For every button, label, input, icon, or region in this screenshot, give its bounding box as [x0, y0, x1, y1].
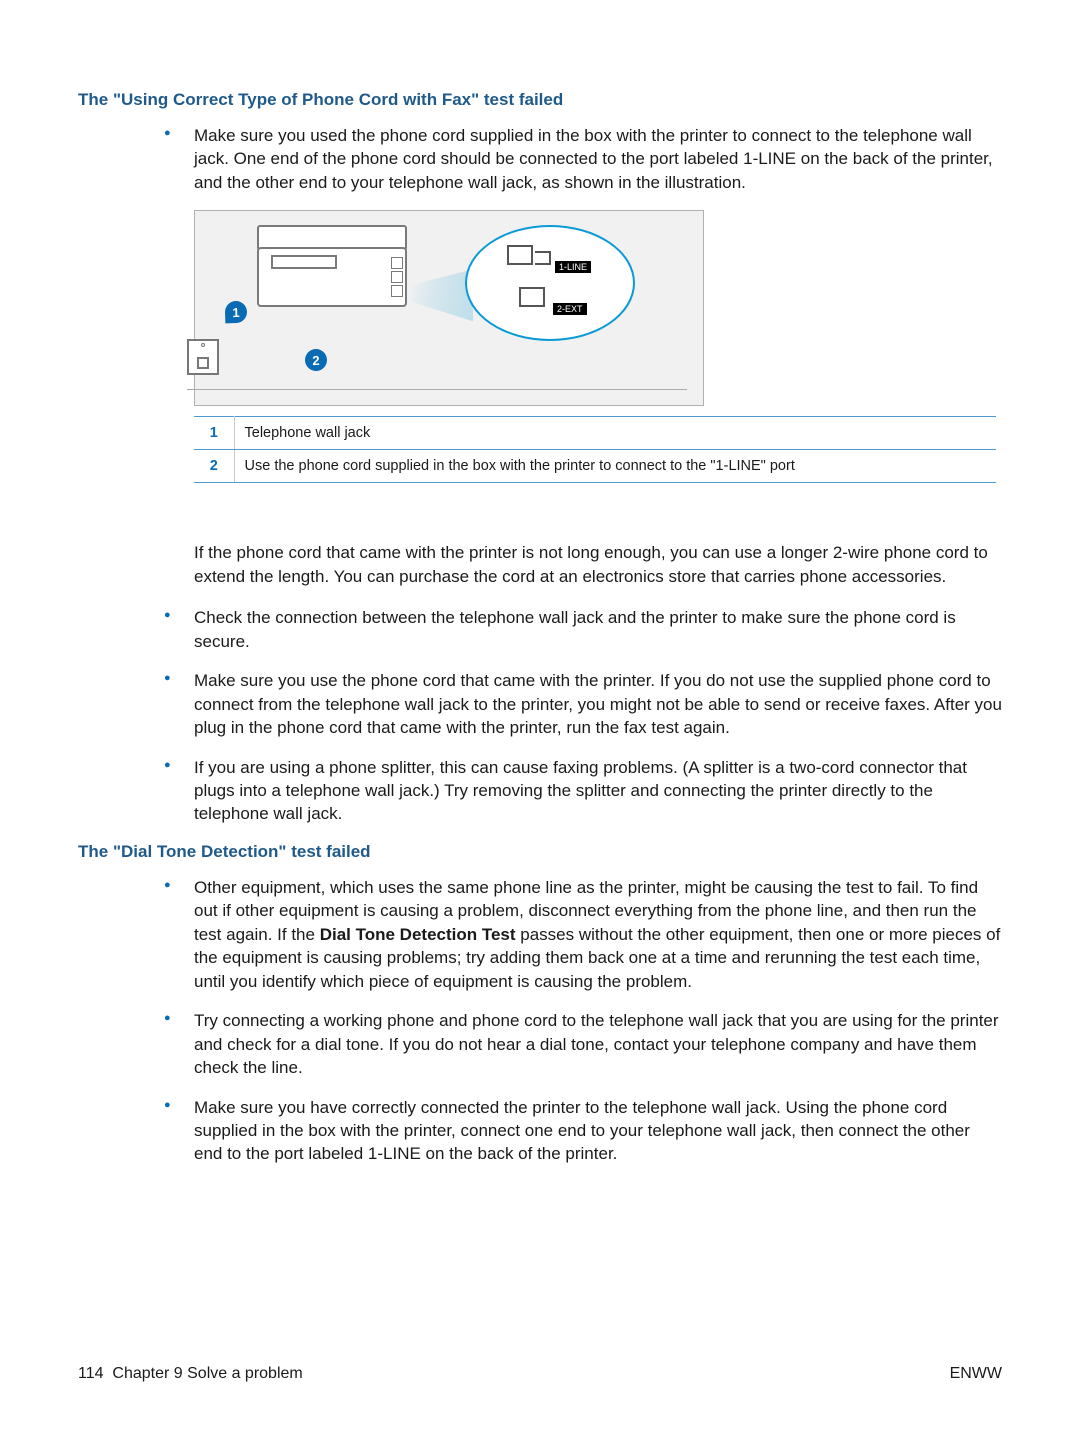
callout-oval: 1-LINE 2-EXT: [465, 225, 635, 341]
section2-heading: The "Dial Tone Detection" test failed: [78, 842, 1002, 862]
section1-heading: The "Using Correct Type of Phone Cord wi…: [78, 90, 1002, 110]
bullet-text-bold: Dial Tone Detection Test: [320, 925, 516, 944]
footer-right: ENWW: [950, 1365, 1002, 1383]
port-label-1: 1-LINE: [555, 261, 591, 273]
guide-line: [187, 389, 687, 390]
footer-left: 114 Chapter 9 Solve a problem: [78, 1365, 303, 1383]
callout-beam: [411, 269, 473, 321]
section1-after-figure-para: If the phone cord that came with the pri…: [194, 541, 1002, 588]
section2-bullets: Other equipment, which uses the same pho…: [156, 876, 1002, 1166]
legend-text: Telephone wall jack: [234, 417, 996, 450]
table-row: 1 Telephone wall jack: [194, 417, 996, 450]
figure-container: 1-LINE 2-EXT 1 2: [194, 210, 704, 406]
printer-icon: [257, 225, 407, 311]
legend-text: Use the phone cord supplied in the box w…: [234, 450, 996, 483]
section1-bullets-post: Check the connection between the telepho…: [156, 606, 1002, 826]
port-2ext-icon: [519, 287, 545, 307]
printer-diagram: 1-LINE 2-EXT 1 2: [194, 210, 704, 406]
list-item: If you are using a phone splitter, this …: [156, 756, 1002, 826]
port-label-2: 2-EXT: [553, 303, 587, 315]
list-item: Make sure you use the phone cord that ca…: [156, 669, 1002, 739]
legend-table: 1 Telephone wall jack 2 Use the phone co…: [194, 416, 996, 483]
section1-bullets-pre: Make sure you used the phone cord suppli…: [156, 124, 1002, 194]
list-item: Make sure you have correctly connected t…: [156, 1096, 1002, 1166]
bullet-text-pre: Try connecting a working phone and phone…: [194, 1011, 999, 1077]
wall-jack-icon: [187, 339, 219, 375]
list-item: Make sure you used the phone cord suppli…: [156, 124, 1002, 194]
port-1line-icon: [507, 245, 533, 265]
legend-num: 1: [194, 417, 234, 450]
legend-num: 2: [194, 450, 234, 483]
callout-balloon-2: 2: [305, 349, 328, 372]
page-footer: 114 Chapter 9 Solve a problem ENWW: [78, 1365, 1002, 1383]
page-number: 114: [78, 1365, 104, 1382]
bullet-text-pre: Make sure you have correctly connected t…: [194, 1098, 970, 1164]
list-item: Try connecting a working phone and phone…: [156, 1009, 1002, 1079]
list-item: Check the connection between the telepho…: [156, 606, 1002, 653]
callout-balloon-1: 1: [225, 301, 248, 324]
chapter-title: Chapter 9 Solve a problem: [112, 1365, 302, 1382]
table-row: 2 Use the phone cord supplied in the box…: [194, 450, 996, 483]
list-item: Other equipment, which uses the same pho…: [156, 876, 1002, 993]
